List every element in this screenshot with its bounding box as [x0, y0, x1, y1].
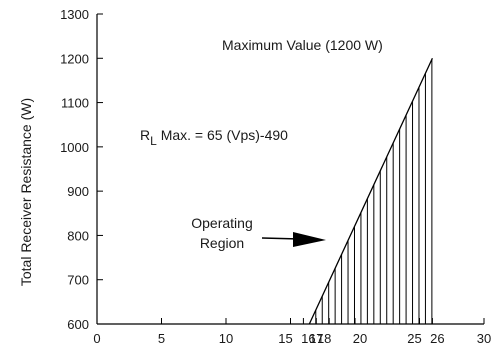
y-tick-label: 1000	[60, 140, 89, 155]
axes	[96, 14, 484, 325]
x-tick-label: 25	[407, 331, 421, 346]
x-tick-label: 5	[158, 331, 165, 346]
y-tick-label: 700	[67, 273, 89, 288]
y-tick-label: 900	[67, 184, 89, 199]
x-tick-label: 20	[353, 331, 367, 346]
max-resistance-line	[308, 58, 433, 325]
y-tick-label: 800	[67, 228, 89, 243]
x-tick-label: 15	[278, 331, 292, 346]
x-tick-label: 17	[309, 331, 323, 346]
x-tick-label: 18	[317, 331, 331, 346]
max-value-annotation: Maximum Value (1200 W)	[222, 37, 383, 53]
y-tick-label: 1200	[60, 51, 89, 66]
ticks: 600 700 800 900 1000 1100 1200 1300 0 5 10 15 161718…	[60, 7, 491, 346]
formula-r: R	[140, 127, 150, 143]
formula-annotation: RL Max. = 65 (Vps)-490	[140, 127, 288, 148]
operating-region-label-line2: Region	[200, 235, 244, 251]
series	[308, 58, 433, 325]
y-tick-label: 1100	[61, 96, 89, 111]
y-axis-title: Total Receiver Resistance (W)	[18, 98, 34, 286]
x-tick-label: 16	[301, 331, 315, 346]
formula-subscript: L	[150, 134, 157, 148]
y-tick-label: 600	[67, 317, 89, 332]
operating-region-label-line1: Operating	[191, 215, 252, 231]
formula-rest: Max. = 65 (Vps)-490	[157, 127, 288, 143]
x-tick-label: 10	[219, 331, 233, 346]
y-tick-label: 1300	[60, 7, 89, 22]
x-tick-label: 26	[430, 331, 444, 346]
x-tick-label: 0	[93, 331, 100, 346]
operating-region-hatch	[315, 59, 433, 324]
x-tick-label: 30	[477, 331, 491, 346]
operating-region-arrow	[261, 232, 326, 247]
